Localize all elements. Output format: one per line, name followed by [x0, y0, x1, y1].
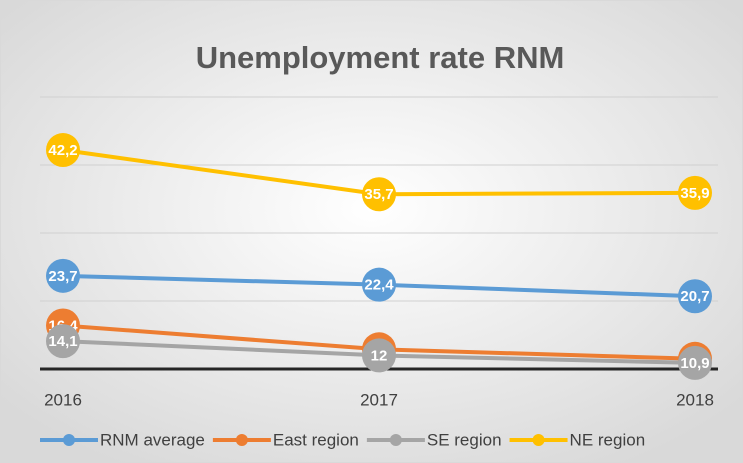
- data-label: 10,9: [680, 355, 709, 372]
- data-point: [362, 267, 396, 302]
- legend-label: SE region: [427, 430, 502, 449]
- data-point: [46, 258, 80, 293]
- legend-swatch-marker: [63, 434, 75, 446]
- data-point: [678, 175, 712, 210]
- legend-label: NE region: [570, 430, 646, 449]
- data-point: [678, 279, 712, 314]
- data-point: [46, 324, 80, 359]
- data-label: 35,9: [680, 185, 709, 202]
- data-label: 35,7: [364, 186, 393, 203]
- data-point: [46, 133, 80, 168]
- legend-swatch-marker: [532, 434, 545, 446]
- legend-label: RNM average: [100, 430, 205, 449]
- legend-label: East region: [273, 430, 359, 449]
- data-point: [678, 345, 712, 380]
- data-label: 20,7: [680, 288, 709, 305]
- data-label: 14,1: [48, 333, 77, 350]
- x-tick-label: 2016: [44, 390, 82, 409]
- chart-title: Unemployment rate RNM: [196, 40, 565, 75]
- data-point: [362, 338, 396, 373]
- data-label: 12: [371, 347, 388, 364]
- x-tick-label: 2017: [360, 390, 398, 409]
- x-tick-label: 2018: [676, 390, 714, 409]
- data-label: 23,7: [48, 268, 77, 285]
- legend-swatch-marker: [235, 434, 248, 446]
- legend-swatch-marker: [389, 434, 402, 446]
- data-label: 22,4: [364, 277, 394, 294]
- data-label: 42,2: [48, 142, 77, 159]
- data-point: [362, 177, 396, 212]
